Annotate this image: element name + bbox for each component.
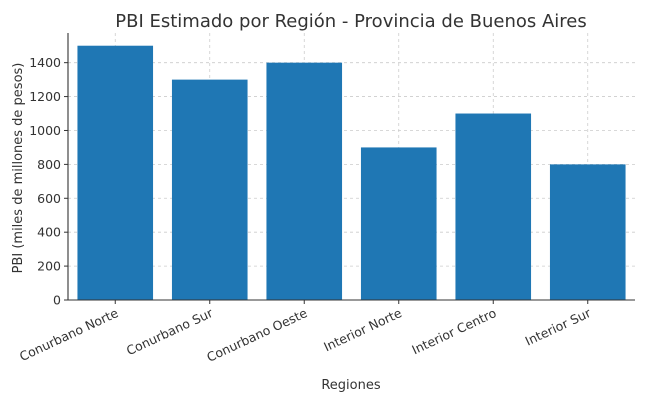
bar xyxy=(360,147,437,300)
bar xyxy=(266,62,343,300)
y-tick-label: 600 xyxy=(37,191,61,206)
y-tick-label: 1200 xyxy=(29,89,61,104)
bars xyxy=(77,45,626,301)
bar xyxy=(549,164,626,300)
x-tick-label: Interior Centro xyxy=(409,305,498,357)
x-tick-label: Conurbano Sur xyxy=(124,305,216,358)
y-tick-label: 1000 xyxy=(29,123,61,138)
x-tick-label: Conurbano Norte xyxy=(17,305,121,364)
y-tick-label: 800 xyxy=(37,157,61,172)
y-tick-label: 0 xyxy=(53,293,61,308)
axes xyxy=(64,33,635,304)
x-tick-label: Interior Norte xyxy=(321,305,404,354)
y-tick-label: 400 xyxy=(37,225,61,240)
y-tick-label: 200 xyxy=(37,259,61,274)
bar xyxy=(455,113,532,301)
x-axis-label: Regiones xyxy=(321,378,381,393)
y-axis-label: PBI (miles de millones de pesos) xyxy=(11,63,26,274)
x-tick-label: Interior Sur xyxy=(523,305,594,349)
chart-title: PBI Estimado por Región - Provincia de B… xyxy=(115,11,587,32)
x-tick-label: Conurbano Oeste xyxy=(204,305,310,365)
bar xyxy=(171,79,248,300)
y-tick-label: 1400 xyxy=(29,55,61,70)
bar xyxy=(77,45,154,300)
